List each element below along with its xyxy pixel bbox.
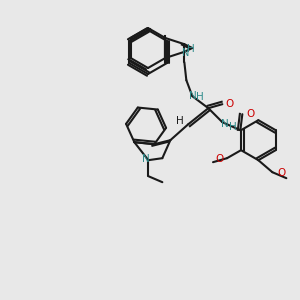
Text: N: N (182, 48, 189, 58)
Text: H: H (230, 122, 237, 132)
Text: H: H (176, 116, 184, 126)
Text: H: H (188, 44, 195, 54)
Text: N: N (190, 91, 197, 101)
Text: O: O (215, 154, 223, 164)
Text: O: O (246, 109, 254, 119)
Text: H: H (196, 92, 204, 102)
Text: N: N (221, 119, 229, 129)
Text: O: O (277, 168, 286, 178)
Text: N: N (142, 154, 150, 164)
Text: O: O (225, 99, 233, 109)
